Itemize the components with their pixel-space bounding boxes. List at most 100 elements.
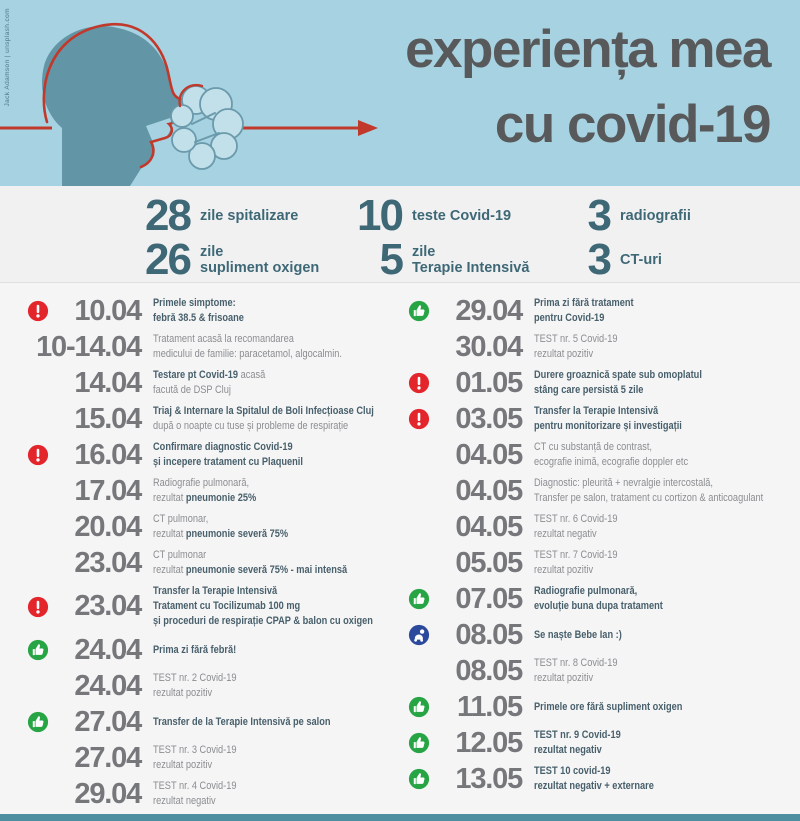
timeline-entry: 15.04 Triaj & Internare la Spitalul de Bo… — [27, 404, 400, 434]
stat-value: 5 — [379, 235, 404, 284]
timeline-entry: 17.04 Radiografie pulmonară, rezultat pneu… — [27, 476, 400, 506]
entry-text-line: Tratament acasă la recomandarea — [153, 333, 294, 345]
timeline-entry: 23.04 CT pulmonar rezultat pneumonie sever… — [27, 548, 400, 578]
thumbs-up-icon — [408, 732, 430, 754]
stat-value: 26 — [145, 235, 192, 284]
timeline-entry: 04.05 TEST nr. 6 Covid-19 rezultat negativ — [408, 512, 800, 542]
entry-text-line: Transfer la Terapie Intensivă — [153, 585, 278, 597]
stat-label: teste Covid-19 — [412, 207, 512, 224]
entry-date: 17.04 — [74, 474, 142, 507]
thumbs-up-icon — [408, 696, 430, 718]
entry-date: 20.04 — [74, 510, 142, 543]
cloud-red-outline — [178, 83, 204, 108]
entry-date: 24.04 — [74, 669, 142, 702]
entry-text-line: rezultat negativ + externare — [534, 780, 654, 792]
entry-date: 14.04 — [74, 366, 142, 399]
entry-text-line: Prima zi fără tratament — [534, 297, 634, 309]
entry-text-line: Primele simptome: — [153, 297, 236, 309]
entry-text-line: Se naște Bebe Ian :) — [534, 628, 622, 641]
entry-text: TEST nr. 3 Covid-19 rezultat pozitiv — [153, 743, 393, 773]
entry-text: Testare pt Covid-19 acasă facută de DSP C… — [153, 368, 393, 398]
thumbs-up-icon — [27, 711, 49, 733]
timeline-entry: 12.05 TEST nr. 9 Covid-19 rezultat negativ — [408, 728, 800, 758]
alert-icon — [27, 444, 49, 466]
page-title: experiența mea cu covid-19 — [405, 12, 771, 162]
entry-date: 05.05 — [455, 546, 523, 579]
stat-label: zile spitalizare — [200, 207, 299, 224]
entry-date: 04.05 — [455, 474, 523, 507]
entry-date: 16.04 — [74, 438, 142, 471]
timeline-entry: 10-14.04 Tratament acasă la recomandarea m… — [27, 332, 400, 362]
entry-text-line: rezultat pneumonie 25% — [153, 492, 257, 504]
timeline-column-left: 10.04 Primele simptome: febră 38.5 & friso… — [0, 284, 400, 814]
timeline-entry: 04.05 Diagnostic: pleurită + nevralgie in… — [408, 476, 800, 506]
entry-text-line: Triaj & Internare la Spitalul de Boli In… — [153, 405, 374, 417]
stat-label: zile Terapie Intensivă — [412, 243, 530, 276]
stat-item: 5 zile Terapie Intensivă — [344, 238, 552, 282]
summary-stats: 28 zile spitalizare 26 zile supliment oxigen… — [0, 186, 800, 283]
stat-item: 3 CT-uri — [552, 238, 691, 282]
thumbs-up-icon — [408, 588, 430, 610]
entry-date: 27.04 — [74, 741, 142, 774]
thumbs-up-icon — [408, 300, 430, 322]
entry-text: Prima zi fără febră! — [153, 643, 393, 658]
entry-text: CT pulmonar, rezultat pneumonie severă 75… — [153, 512, 393, 542]
timeline: 10.04 Primele simptome: febră 38.5 & friso… — [0, 284, 800, 814]
entry-text: TEST nr. 4 Covid-19 rezultat negativ — [153, 779, 393, 809]
entry-text-line: Transfer pe salon, tratament cu cortizon… — [534, 492, 764, 504]
stat-item: 26 zile supliment oxigen — [132, 238, 344, 282]
entry-text-line: și proceduri de respirație CPAP & balon … — [153, 615, 373, 627]
entry-text-line: rezultat negativ — [153, 795, 216, 807]
entry-text-line: TEST nr. 6 Covid-19 — [534, 513, 618, 525]
entry-text: Transfer la Terapie Intensivă pentru moni… — [534, 404, 774, 434]
entry-date: 29.04 — [74, 777, 142, 810]
entry-text-line: după o noapte cu tuse și probleme de res… — [153, 420, 349, 432]
no-icon-spacer — [27, 408, 49, 430]
entry-text: Primele ore fără supliment oxigen — [534, 700, 774, 715]
entry-text-line: pentru Covid-19 — [534, 312, 605, 324]
entry-text-line: rezultat negativ — [534, 528, 597, 540]
entry-date: 04.05 — [455, 438, 523, 471]
timeline-entry: 14.04 Testare pt Covid-19 acasă facută de … — [27, 368, 400, 398]
entry-text: TEST 10 covid-19 rezultat negativ + exter… — [534, 764, 774, 794]
timeline-entry: 07.05 Radiografie pulmonară, evoluție buna… — [408, 584, 800, 614]
entry-text: Confirmare diagnostic Covid-19 și inceper… — [153, 440, 393, 470]
timeline-entry: 27.04 Transfer de la Terapie Intensivă pe… — [27, 707, 400, 737]
no-icon-spacer — [27, 552, 49, 574]
entry-text-line: rezultat pozitiv — [534, 348, 594, 360]
arrow-head-icon — [358, 120, 378, 136]
stat-item: 3 radiografii — [552, 194, 691, 238]
breath-lines — [191, 112, 220, 143]
stats-column: 10 teste Covid-19 5 zile Terapie Intensivă — [344, 194, 552, 282]
entry-text-line: Confirmare diagnostic Covid-19 — [153, 441, 293, 453]
stat-value: 10 — [357, 191, 404, 240]
alert-icon — [408, 372, 430, 394]
entry-text: CT pulmonar rezultat pneumonie severă 75%… — [153, 548, 393, 578]
bottom-accent-bar — [0, 814, 800, 821]
header-banner: Jack Adamson | unsplash.com experiența m… — [0, 0, 800, 186]
timeline-entry: 13.05 TEST 10 covid-19 rezultat negativ + … — [408, 764, 800, 794]
entry-date: 04.05 — [455, 510, 523, 543]
entry-text: Transfer la Terapie Intensivă Tratament c… — [153, 584, 393, 629]
entry-text: CT cu substanță de contrast, ecografie in… — [534, 440, 774, 470]
timeline-entry: 24.04 Prima zi fără febră! — [27, 635, 400, 665]
timeline-entry: 20.04 CT pulmonar, rezultat pneumonie seve… — [27, 512, 400, 542]
entry-text-line: rezultat pozitiv — [153, 759, 213, 771]
entry-date: 10-14.04 — [36, 330, 142, 363]
entry-text-line: Prima zi fără febră! — [153, 643, 237, 656]
timeline-entry: 16.04 Confirmare diagnostic Covid-19 și in… — [27, 440, 400, 470]
entry-date: 29.04 — [455, 294, 523, 327]
stat-label: CT-uri — [620, 251, 662, 268]
entry-text-line: rezultat pneumonie severă 75% - mai inte… — [153, 564, 348, 576]
entry-text: Triaj & Internare la Spitalul de Boli In… — [153, 404, 393, 434]
timeline-entry: 04.05 CT cu substanță de contrast, ecograf… — [408, 440, 800, 470]
stat-item: 10 teste Covid-19 — [344, 194, 552, 238]
entry-text: TEST nr. 9 Covid-19 rezultat negativ — [534, 728, 774, 758]
stat-item: 28 zile spitalizare — [132, 194, 344, 238]
entry-text-line: rezultat pneumonie severă 75% — [153, 528, 289, 540]
timeline-entry: 29.04 TEST nr. 4 Covid-19 rezultat negativ — [27, 779, 400, 809]
entry-date: 30.04 — [455, 330, 523, 363]
entry-date: 10.04 — [74, 294, 142, 327]
entry-text-line: stâng care persistă 5 zile — [534, 384, 644, 396]
